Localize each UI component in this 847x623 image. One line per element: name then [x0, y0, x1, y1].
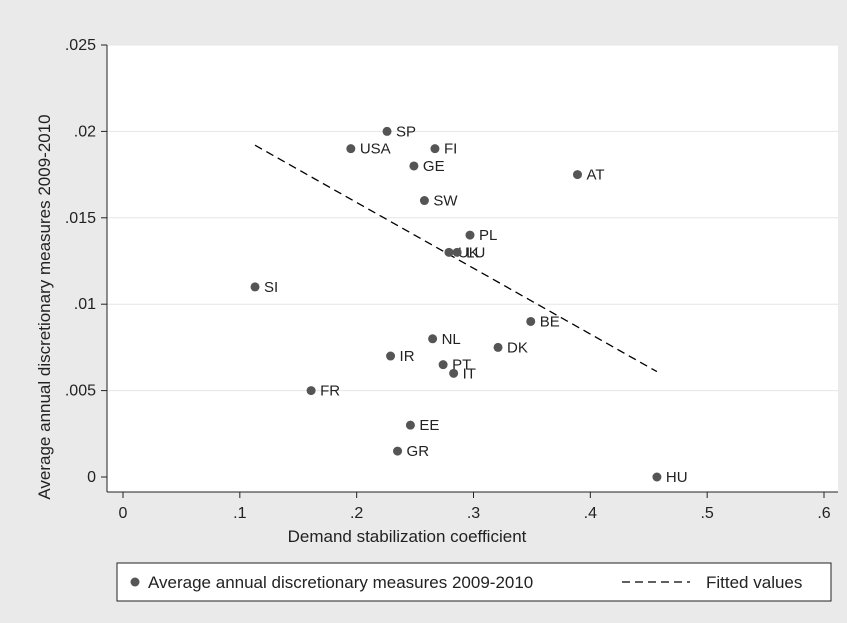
point-marker: [430, 144, 440, 154]
point-marker: [419, 196, 429, 206]
point-marker: [526, 316, 536, 326]
point-label: SI: [264, 279, 278, 296]
point-label: EE: [419, 417, 439, 434]
data-point-nl: NL: [428, 331, 461, 348]
data-point-hu: HU: [652, 469, 688, 486]
point-marker: [393, 446, 403, 456]
point-label: PL: [479, 227, 497, 244]
data-point-ge: GE: [409, 158, 445, 175]
point-label: DK: [507, 339, 528, 356]
x-tick-label: .1: [233, 505, 246, 522]
point-label: SP: [396, 123, 416, 140]
point-label: GR: [407, 443, 430, 460]
point-marker: [382, 126, 392, 136]
point-marker: [306, 386, 316, 396]
y-tick-label: 0: [87, 469, 96, 486]
x-tick-label: 0: [119, 505, 128, 522]
legend-label-points: Average annual discretionary measures 20…: [148, 573, 533, 592]
point-marker: [438, 360, 448, 370]
fitted-values-line: [254, 144, 658, 373]
data-point-si: SI: [250, 279, 278, 296]
legend-box: [116, 562, 832, 602]
point-label: UK: [458, 244, 479, 261]
data-point-ee: EE: [405, 417, 439, 434]
data-point-fi: FI: [430, 141, 457, 158]
data-point-dk: DK: [493, 339, 528, 356]
point-marker: [346, 144, 356, 154]
point-label: BE: [540, 313, 560, 330]
data-point-ir: IR: [386, 348, 415, 365]
data-point-uk: UK: [444, 244, 479, 261]
point-marker: [444, 247, 454, 257]
point-marker: [428, 334, 438, 344]
y-tick-label: .015: [65, 210, 96, 227]
x-tick-label: .3: [467, 505, 480, 522]
point-label: IR: [400, 348, 415, 365]
x-axis-title: Demand stabilization coefficient: [288, 527, 527, 546]
y-tick-label: .01: [74, 296, 96, 313]
point-label: FR: [320, 383, 340, 400]
y-tick-label: .02: [74, 123, 96, 140]
point-label: GE: [423, 158, 445, 175]
point-label: FI: [444, 141, 457, 158]
point-marker: [452, 247, 462, 257]
point-marker: [465, 230, 475, 240]
grid-layer: [107, 44, 838, 392]
x-tick-label: .4: [584, 505, 597, 522]
data-point-fr: FR: [306, 383, 340, 400]
data-point-sw: SW: [419, 193, 458, 210]
point-marker: [449, 368, 459, 378]
x-tick-label: .2: [350, 505, 363, 522]
point-label: PT: [452, 357, 471, 374]
x-tick-label: .5: [700, 505, 713, 522]
y-tick-label: .005: [65, 383, 96, 400]
point-label: AT: [586, 167, 604, 184]
axis-layer: 0 .005 .01 .015 .02 .025 0 .1 .2 .3 .4 .5 .6: [65, 37, 838, 522]
data-point-gr: GR: [393, 443, 429, 460]
data-point-pt: PT: [438, 357, 471, 374]
point-marker: [250, 282, 260, 292]
point-label: LU: [466, 244, 485, 261]
point-label: NL: [442, 331, 461, 348]
fitted-line-layer: [254, 144, 658, 373]
plot-area: [107, 45, 838, 492]
point-marker: [652, 472, 662, 482]
legend-label-fitted: Fitted values: [706, 573, 802, 592]
point-marker: [409, 161, 419, 171]
legend: Average annual discretionary measures 20…: [116, 562, 832, 602]
data-point-lu: LU: [452, 244, 485, 261]
data-point-usa: USA: [346, 141, 391, 158]
data-point-pl: PL: [465, 227, 497, 244]
data-point-at: AT: [572, 167, 605, 184]
point-label: IT: [463, 365, 476, 382]
point-marker: [405, 420, 415, 430]
point-label: SW: [433, 193, 458, 210]
legend-marker-points: [130, 577, 140, 587]
point-label: HU: [666, 469, 688, 486]
data-point-be: BE: [526, 313, 560, 330]
x-tick-label: .6: [817, 505, 830, 522]
y-tick-label: .025: [65, 37, 96, 54]
data-point-it: IT: [449, 365, 476, 382]
point-label: USA: [360, 141, 391, 158]
point-marker: [572, 170, 582, 180]
y-axis-title: Average annual discretionary measures 20…: [35, 114, 54, 499]
point-marker: [386, 351, 396, 361]
point-marker: [493, 342, 503, 352]
data-point-sp: SP: [382, 123, 416, 140]
